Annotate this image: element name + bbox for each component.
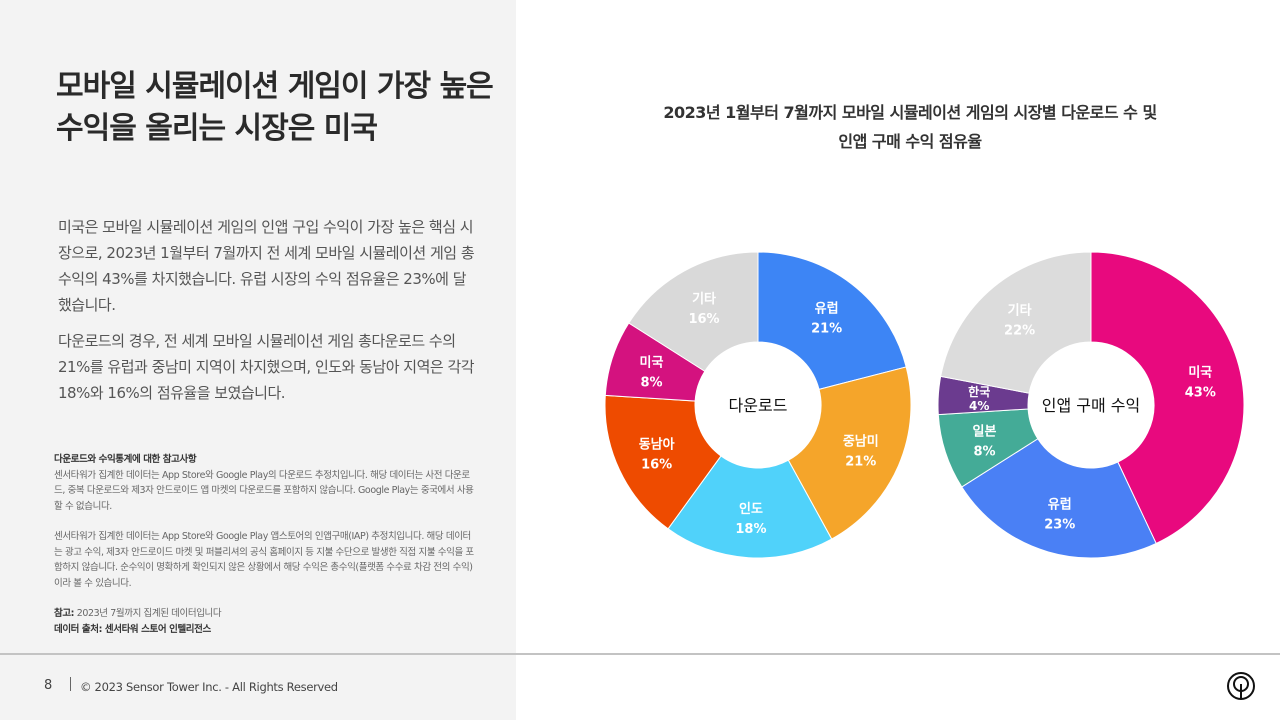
footer-separator — [70, 677, 71, 691]
donut-slice-기타 — [628, 251, 759, 372]
slice-value: 8% — [640, 375, 662, 390]
note-revenue: 센서타워가 집계한 데이터는 App Store와 Google Play 앱스… — [54, 531, 474, 589]
page-number: 8 — [44, 678, 53, 693]
slice-label: 유럽 — [1048, 498, 1072, 513]
donut-center-label: 인앱 구매 수익 — [1042, 396, 1141, 415]
paragraph-revenue: 미국은 모바일 시뮬레이션 게임의 인앱 구입 수익이 가장 높은 핵심 시장으… — [58, 218, 475, 314]
donut-slice-중남미 — [787, 366, 912, 540]
paragraph-downloads: 다운로드의 경우, 전 세계 모바일 시뮬레이션 게임 총다운로드 수의 21%… — [58, 332, 475, 402]
slice-label: 동남아 — [639, 437, 675, 453]
slice-label: 기타 — [1008, 303, 1032, 319]
slice-label: 인도 — [739, 501, 763, 517]
slice-label: 미국 — [640, 354, 664, 370]
data-source: 데이터 출처: 센서타워 스토어 인텔리전스 — [54, 623, 211, 635]
donut-slice-유럽 — [961, 438, 1157, 559]
ref-label: 참고: — [54, 608, 75, 619]
slice-value: 22% — [1004, 324, 1035, 339]
slice-value: 21% — [845, 454, 876, 469]
donut-center-label: 다운로드 — [729, 396, 788, 415]
donut-slice-기타 — [940, 251, 1092, 394]
notes: 다운로드와 수익통계에 대한 참고사항 센서타워가 집계한 데이터는 App S… — [54, 452, 474, 637]
page-title: 모바일 시뮬레이션 게임이 가장 높은 수익을 올리는 시장은 미국 — [56, 69, 494, 146]
slice-value: 18% — [735, 522, 766, 537]
slice-value: 4% — [969, 399, 989, 413]
notes-heading: 다운로드와 수익통계에 대한 참고사항 — [54, 454, 197, 465]
slice-label: 유럽 — [815, 302, 839, 317]
slice-label: 기타 — [692, 291, 716, 307]
slice-value: 21% — [811, 322, 842, 337]
donut-slice-동남아 — [604, 394, 722, 530]
copyright: © 2023 Sensor Tower Inc. - All Rights Re… — [80, 680, 338, 694]
donut-slice-미국 — [1090, 251, 1245, 545]
sensor-tower-logo-icon — [1227, 672, 1255, 700]
slice-value: 23% — [1044, 518, 1075, 533]
slice-label: 한국 — [968, 384, 990, 399]
chart-title: 2023년 1월부터 7월까지 모바일 시뮬레이션 게임의 시장별 다운로드 수… — [663, 103, 1157, 151]
slice-label: 미국 — [1188, 365, 1212, 381]
left-panel — [0, 0, 516, 720]
slice-value: 16% — [688, 312, 719, 327]
slice-value: 16% — [641, 458, 672, 473]
donut-slice-인도 — [667, 455, 833, 559]
note-downloads: 센서타워가 집계한 데이터는 App Store와 Google Play의 다… — [54, 469, 474, 512]
slice-value: 8% — [973, 445, 995, 460]
donut-slice-유럽 — [757, 251, 907, 390]
footer-divider — [0, 653, 1280, 655]
ref-text: 2023년 7월까지 집계된 데이터입니다 — [74, 608, 222, 619]
slice-value: 43% — [1185, 386, 1216, 401]
slice-label: 일본 — [973, 425, 997, 440]
slice-label: 중남미 — [843, 433, 879, 449]
